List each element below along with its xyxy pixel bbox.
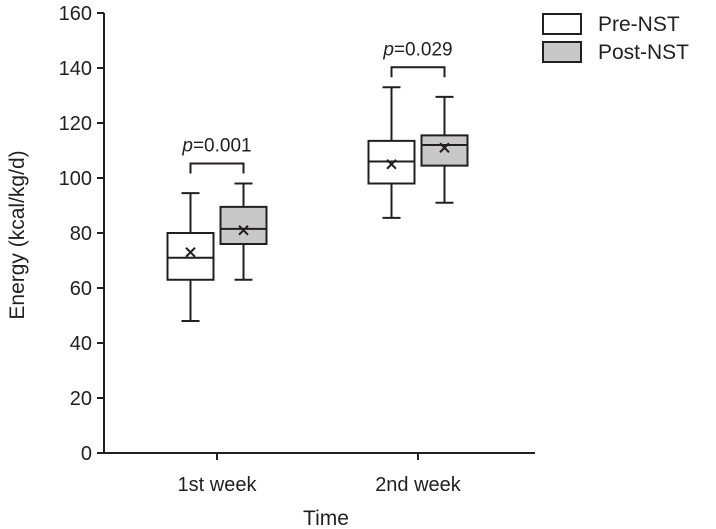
y-tick-label: 0 (81, 443, 92, 465)
mean-marker (386, 159, 397, 170)
y-tick-label: 140 (59, 58, 92, 80)
y-tick-label: 160 (59, 3, 92, 25)
box (166, 232, 215, 281)
p-value-label: p=0.029 (382, 39, 452, 60)
p-value-label: p=0.001 (181, 136, 251, 157)
significance-bracket (390, 66, 446, 78)
mean-marker (439, 142, 450, 153)
box-pre-nst-1 (166, 192, 215, 322)
y-tick-label: 100 (59, 168, 92, 190)
x-tick-label: 2nd week (375, 474, 462, 496)
mean-marker (238, 225, 249, 236)
legend-label-post: Post-NST (598, 41, 689, 64)
y-tick-label: 20 (70, 388, 92, 410)
y-tick-label: 120 (59, 113, 92, 135)
y-tick-label: 60 (70, 278, 92, 300)
box (219, 205, 268, 245)
x-axis-label: Time (303, 507, 349, 529)
p-value: =0.029 (394, 39, 453, 60)
box-post-nst-2 (420, 95, 469, 204)
y-tick-label: 80 (70, 223, 92, 245)
y-tick-label: 40 (70, 333, 92, 355)
box-pre-nst-2 (367, 86, 416, 219)
mean-marker (185, 247, 196, 258)
legend-label-pre: Pre-NST (598, 13, 680, 36)
significance-bracket (189, 162, 245, 174)
box-post-nst-1 (219, 182, 268, 281)
p-value: =0.001 (193, 136, 252, 157)
legend-swatch-pre (542, 13, 582, 35)
p-symbol: p (181, 136, 193, 157)
y-axis-label: Energy (kcal/kg/d) (6, 150, 29, 319)
p-symbol: p (382, 39, 394, 60)
legend-swatch-post (542, 41, 582, 63)
x-tick-label: 1st week (178, 474, 258, 496)
legend: Pre-NST Post-NST (542, 13, 689, 64)
box (420, 134, 469, 167)
